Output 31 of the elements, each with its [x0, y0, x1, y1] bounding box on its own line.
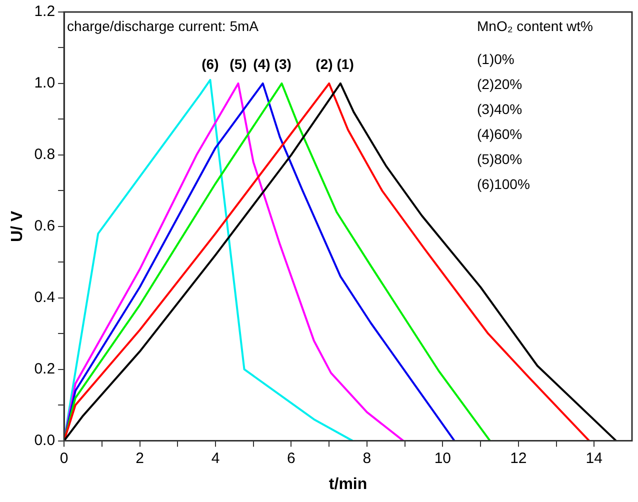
- y-tick-label: 0.4: [34, 289, 56, 306]
- y-tick-label: 1.0: [34, 74, 56, 92]
- annotation: MnO₂ content wt%: [477, 18, 593, 34]
- series-label: (1): [336, 56, 354, 72]
- y-axis-title: U/ V: [9, 210, 26, 242]
- annotation: (4)60%: [477, 126, 522, 142]
- x-tick-label: 6: [287, 450, 296, 467]
- x-tick-label: 0: [60, 450, 68, 467]
- x-tick-label: 12: [510, 450, 527, 467]
- y-tick-label: 0.2: [34, 360, 56, 378]
- y-tick-label: 0.0: [34, 432, 56, 449]
- x-tick-label: 10: [434, 450, 452, 467]
- series-label: (4): [253, 56, 270, 72]
- x-axis-title: t/min: [328, 476, 368, 493]
- x-tick-label: 14: [586, 450, 602, 467]
- x-tick-label: 2: [136, 450, 144, 467]
- annotation: (6)100%: [477, 176, 530, 192]
- annotation: (1)0%: [477, 50, 514, 67]
- y-tick-label: 0.6: [34, 218, 56, 235]
- series-label: (5): [230, 56, 247, 72]
- x-tick-label: 4: [211, 450, 220, 467]
- y-tick-label: 0.8: [34, 146, 56, 164]
- series-label: (2): [316, 56, 333, 72]
- series-label: (6): [202, 56, 219, 72]
- annotation: (5)80%: [477, 150, 522, 167]
- series-label: (3): [274, 56, 292, 72]
- annotation: (2)20%: [477, 76, 522, 92]
- y-tick-label: 1.2: [34, 3, 56, 20]
- annotation: (3)40%: [477, 100, 522, 117]
- x-tick-label: 8: [362, 450, 372, 467]
- annotation: charge/discharge current: 5mA: [67, 18, 260, 34]
